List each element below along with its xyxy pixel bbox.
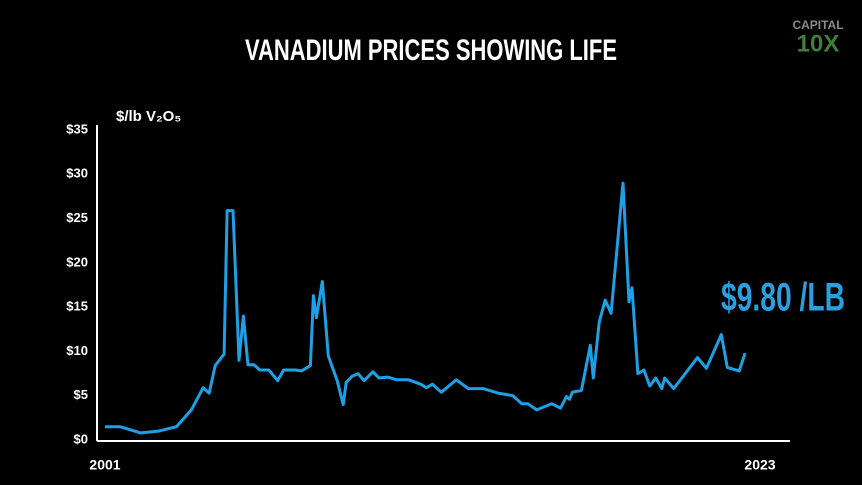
- y-tick-label: $15: [66, 299, 88, 314]
- y-tick-label: $30: [66, 166, 88, 181]
- y-tick-label: $5: [74, 387, 88, 402]
- logo-text: 10X: [797, 30, 840, 57]
- price-line: [105, 181, 747, 435]
- y-tick-label: $25: [66, 210, 88, 225]
- y-tick-label: $0: [74, 431, 88, 446]
- x-tick-label: 2001: [89, 457, 120, 473]
- y-tick-label: $10: [66, 343, 88, 358]
- annotation: $9.80 /LB: [721, 276, 845, 320]
- y-axis-label: $/lb V₂O₅: [116, 108, 181, 125]
- y-tick-label: $20: [66, 254, 88, 269]
- chart-title: VANADIUM PRICES SHOWING LIFE: [245, 34, 617, 67]
- y-tick-label: $35: [66, 121, 88, 136]
- x-tick-label: 2023: [744, 457, 775, 473]
- logo-text: CAPITAL: [792, 18, 843, 32]
